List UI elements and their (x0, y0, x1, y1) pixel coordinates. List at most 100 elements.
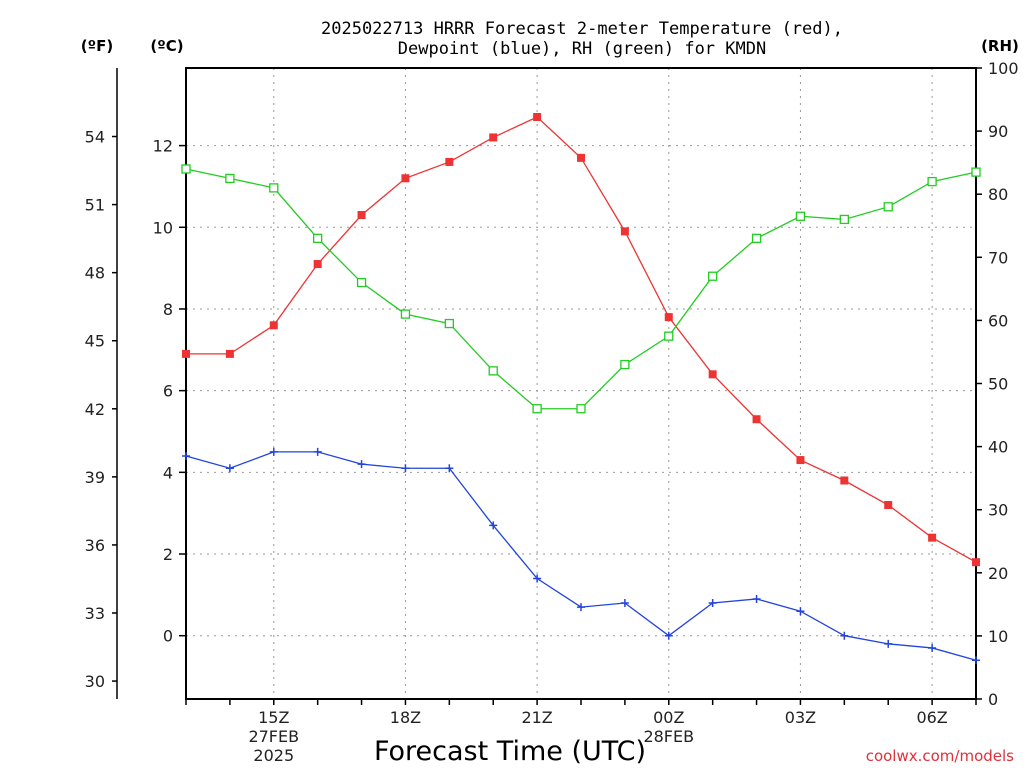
rh-tick-label: 20 (988, 564, 1008, 583)
x-tick-label: 28FEB (643, 727, 694, 746)
dewpoint-point (533, 574, 542, 583)
celsius-tick-label: 10 (153, 218, 173, 237)
dewpoint-point (840, 631, 849, 640)
rh-point (532, 404, 542, 414)
celsius-axis-label: (ºC) (150, 37, 183, 55)
temperature-point (489, 133, 498, 142)
temperature-point (269, 321, 278, 330)
fahrenheit-tick-label: 48 (85, 264, 105, 283)
temperature-point (313, 260, 322, 269)
x-tick-label: 2025 (253, 746, 294, 765)
temperature-point (533, 113, 542, 122)
dewpoint-point (313, 447, 322, 456)
temperature-point (928, 533, 937, 542)
rh-point (708, 271, 718, 281)
rh-point (664, 331, 674, 341)
fahrenheit-tick-label: 39 (85, 468, 105, 487)
celsius-tick-label: 2 (163, 545, 173, 564)
dewpoint-point (620, 599, 629, 608)
rh-point (620, 359, 630, 370)
rh-point (751, 233, 762, 244)
celsius-tick-label: 4 (163, 463, 173, 482)
celsius-tick-label: 6 (163, 382, 173, 401)
rh-point (488, 366, 498, 376)
dewpoint-point (182, 451, 190, 460)
rh-point (356, 277, 367, 288)
x-tick-label: 06Z (916, 708, 947, 727)
temperature-point (445, 157, 454, 166)
axes: 0 2 4 6 8 10 12 30 33 36 39 42 45 48 51 54 0 10 20 30 40 50 60… (85, 59, 1019, 765)
rh-tick-label: 70 (988, 248, 1008, 267)
rh-point (576, 404, 586, 414)
temperature-point (708, 370, 717, 379)
celsius-tick-label: 8 (163, 300, 173, 319)
fahrenheit-tick-label: 33 (85, 604, 105, 623)
rh-point (181, 164, 191, 174)
dewpoint-point (401, 464, 410, 473)
x-axis-title: Forecast Time (UTC) (374, 736, 646, 767)
fahrenheit-tick-label: 45 (85, 332, 105, 351)
rh-point (313, 233, 323, 244)
temperature-point (840, 476, 849, 485)
dewpoint-point (664, 631, 673, 640)
x-tick-label: 27FEB (248, 727, 299, 746)
x-tick-label: 15Z (258, 708, 289, 727)
temperature-point (664, 313, 673, 322)
temperature-line (186, 116, 977, 563)
celsius-tick-label: 0 (163, 627, 173, 646)
celsius-tick-label: 12 (153, 137, 173, 156)
fahrenheit-tick-label: 54 (85, 128, 105, 147)
fahrenheit-tick-label: 36 (85, 536, 105, 555)
dewpoint-point (357, 460, 366, 469)
rh-tick-label: 100 (988, 59, 1019, 78)
temperature-point (577, 153, 585, 162)
temperature-point (620, 227, 629, 236)
rh-tick-label: 40 (988, 438, 1008, 457)
dewpoint-point (489, 521, 498, 530)
credit-text: coolwx.com/models (866, 747, 1014, 765)
rh-tick-label: 60 (988, 311, 1008, 330)
rh-tick-label: 0 (988, 690, 998, 709)
rh-point (269, 183, 279, 193)
fahrenheit-tick-label: 51 (85, 196, 105, 215)
data-series (181, 113, 981, 665)
fahrenheit-tick-label: 42 (85, 400, 105, 419)
dewpoint-point (972, 656, 980, 665)
temperature-point (972, 558, 980, 567)
x-tick-label: 00Z (653, 708, 684, 727)
rh-point (444, 318, 454, 329)
rh-axis-label: (RH) (981, 37, 1019, 55)
rh-point (839, 214, 849, 225)
rh-tick-label: 80 (988, 185, 1008, 204)
dewpoint-point (752, 594, 761, 603)
rh-point (225, 173, 235, 184)
dewpoint-point (928, 643, 937, 652)
rh-point (795, 211, 806, 221)
x-tick-label: 21Z (521, 708, 552, 727)
rh-line (185, 168, 977, 410)
rh-tick-label: 30 (988, 501, 1008, 520)
temperature-point (401, 174, 410, 183)
dewpoint-point (884, 639, 893, 648)
grid-lines (186, 68, 976, 699)
dewpoint-point (269, 447, 278, 456)
dewpoint-point (708, 599, 717, 608)
rh-point (971, 167, 981, 177)
rh-point (400, 309, 411, 319)
rh-point (927, 176, 937, 187)
rh-point (883, 202, 893, 212)
x-tick-label: 18Z (390, 708, 421, 727)
temperature-point (357, 211, 366, 220)
dewpoint-line (185, 451, 977, 661)
rh-tick-label: 90 (988, 122, 1008, 141)
chart-title-line1: 2025022713 HRRR Forecast 2-meter Tempera… (321, 19, 843, 39)
temperature-point (796, 456, 805, 465)
rh-tick-label: 50 (988, 375, 1008, 394)
dewpoint-point (577, 603, 585, 612)
dewpoint-point (225, 464, 234, 473)
temperature-point (182, 349, 190, 358)
temperature-point (752, 415, 761, 424)
fahrenheit-tick-label: 30 (85, 672, 105, 691)
rh-tick-label: 10 (988, 627, 1008, 646)
